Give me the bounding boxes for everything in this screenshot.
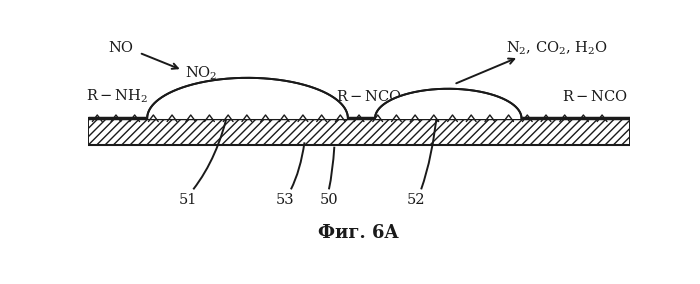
- Text: 53: 53: [276, 193, 295, 207]
- Polygon shape: [147, 78, 348, 118]
- Polygon shape: [375, 89, 522, 118]
- Text: 51: 51: [178, 193, 197, 207]
- Text: 52: 52: [407, 193, 425, 207]
- Text: NO: NO: [108, 41, 134, 55]
- Text: $\mathregular{NO_2}$: $\mathregular{NO_2}$: [186, 65, 218, 82]
- Text: $\mathregular{NO_2}$*: $\mathregular{NO_2}$*: [258, 88, 300, 105]
- Bar: [88, 118, 630, 145]
- Text: $\mathregular{N_2}$, $\mathregular{CO_2}$, $\mathregular{H_2O}$: $\mathregular{N_2}$, $\mathregular{CO_2}…: [506, 39, 608, 57]
- Text: $\mathregular{R-NCO}$: $\mathregular{R-NCO}$: [561, 89, 628, 104]
- Text: $\mathregular{R-NH_2}$: $\mathregular{R-NH_2}$: [86, 88, 148, 105]
- Text: Фиг. 6A: Фиг. 6A: [318, 224, 399, 242]
- Text: 50: 50: [320, 193, 338, 207]
- Text: $\mathregular{R-NCO}$: $\mathregular{R-NCO}$: [337, 89, 402, 104]
